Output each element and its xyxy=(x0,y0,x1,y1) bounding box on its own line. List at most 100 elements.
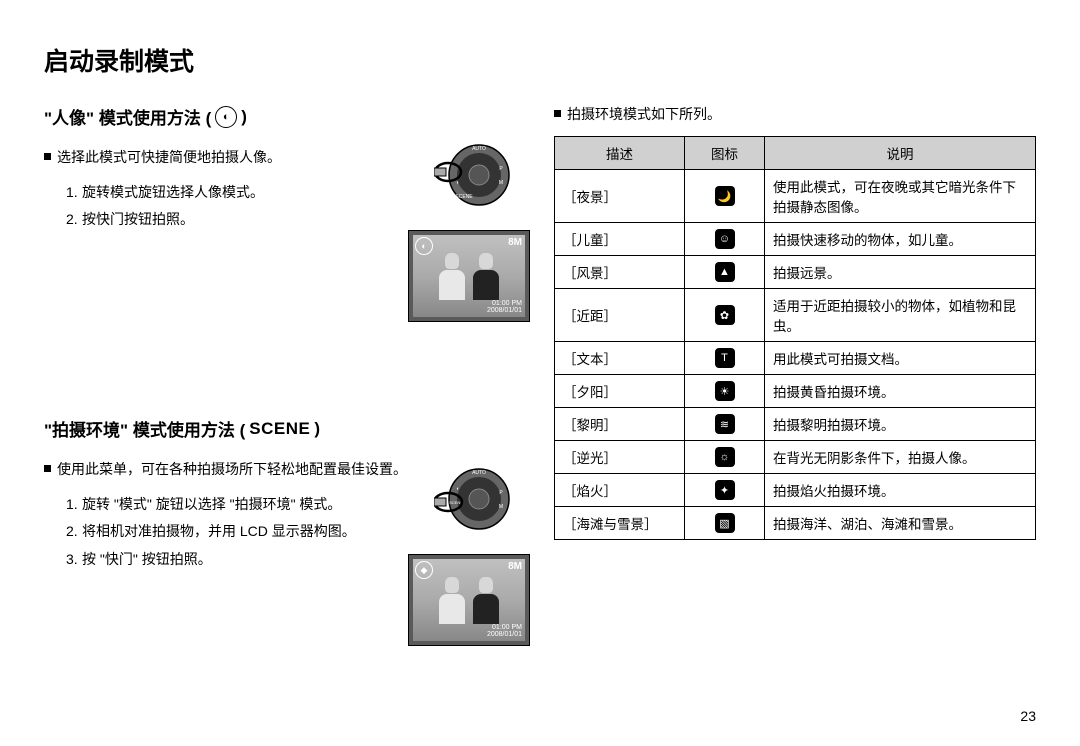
scene-title-suffix: ) xyxy=(314,419,320,439)
scene-icon-cell: ✦ xyxy=(685,474,765,507)
scene-name-cell: ［风景］ xyxy=(555,256,685,289)
step-text: 按 "快门" 按钮拍照。 xyxy=(82,546,212,573)
table-row: ［文本］T用此模式可拍摄文档。 xyxy=(555,342,1036,375)
scene-name-cell: ［儿童］ xyxy=(555,223,685,256)
table-row: ［逆光］ ☼ 在背光无阴影条件下，拍摄人像。 xyxy=(555,441,1036,474)
svg-text:SCENE: SCENE xyxy=(455,194,473,200)
svg-text:◐: ◐ xyxy=(456,486,459,492)
lcd-preview-portrait: ◐ 8M 01:00 PM 2008/01/01 xyxy=(408,230,530,322)
portrait-mode-icon: ◐ xyxy=(215,106,237,128)
th-icon: 图标 xyxy=(685,137,765,170)
scene-name-cell: ［逆光］ xyxy=(555,441,685,474)
mode-dial-scene: AUTO P M ◐ SCENE xyxy=(434,454,514,534)
scene-title-prefix: "拍摄环境" 模式使用方法 ( xyxy=(44,416,245,441)
scene-name-cell: ［文本］ xyxy=(555,342,685,375)
scene-explain-cell: 使用此模式，可在夜晚或其它暗光条件下拍摄静态图像。 xyxy=(765,170,1036,223)
scene-mode-icon: 🌙 xyxy=(715,186,735,206)
portrait-title-suffix: ) xyxy=(241,107,247,127)
portrait-intro-text: 选择此模式可快捷简便地拍摄人像。 xyxy=(57,147,281,167)
svg-text:◐: ◐ xyxy=(456,180,459,186)
portrait-section: "人像" 模式使用方法 ( ◐ ) 选择此模式可快捷简便地拍摄人像。 1.旋转模… xyxy=(44,104,524,386)
th-explain: 说明 xyxy=(765,137,1036,170)
scene-explain-cell: 在背光无阴影条件下，拍摄人像。 xyxy=(765,441,1036,474)
scene-name-cell: ［近距］ xyxy=(555,289,685,342)
step-text: 旋转模式旋钮选择人像模式。 xyxy=(82,179,264,206)
scene-icon-cell: ▲ xyxy=(685,256,765,289)
scene-name-cell: ［焰火］ xyxy=(555,474,685,507)
scene-title-label: SCENE xyxy=(249,419,310,439)
scene-mode-icon: ☺ xyxy=(715,229,735,249)
scene-name-cell: ［夜景］ xyxy=(555,170,685,223)
step-num: 2. xyxy=(66,518,82,545)
scene-name-cell: ［黎明］ xyxy=(555,408,685,441)
page-number: 23 xyxy=(1020,708,1036,724)
lcd-timestamp: 01:00 PM 2008/01/01 xyxy=(487,300,522,315)
scene-table-section: 拍摄环境模式如下所列。 描述 图标 说明 ［夜景］ 🌙 使用此模式，可在夜晚或其它暗… xyxy=(554,104,1036,573)
scene-modes-table: 描述 图标 说明 ［夜景］🌙使用此模式，可在夜晚或其它暗光条件下拍摄静态图像。［… xyxy=(554,136,1036,540)
step-num: 2. xyxy=(66,206,82,233)
lcd-timestamp: 01:00 PM 2008/01/01 xyxy=(487,624,522,639)
step-num: 3. xyxy=(66,546,82,573)
scene-mode-icon: ▧ xyxy=(715,513,735,533)
person-icon xyxy=(437,577,467,627)
table-row: ［黎明］≋拍摄黎明拍摄环境。 xyxy=(555,408,1036,441)
scene-table-intro: 拍摄环境模式如下所列。 xyxy=(554,104,1036,124)
scene-icon-cell: ✿ xyxy=(685,289,765,342)
lcd-time-text: 01:00 PM xyxy=(487,300,522,308)
scene-intro-text: 使用此菜单，可在各种拍摄场所下轻松地配置最佳设置。 xyxy=(57,459,407,479)
scene-icon-cell: ☀ xyxy=(685,375,765,408)
table-row: ［夜景］ 🌙 使用此模式，可在夜晚或其它暗光条件下拍摄静态图像。 xyxy=(555,170,1036,223)
scene-icon-cell: ▧ xyxy=(685,507,765,540)
scene-name-cell: ［海滩与雪景］ xyxy=(555,507,685,540)
table-row: ［焰火］ ✦ 拍摄焰火拍摄环境。 xyxy=(555,474,1036,507)
table-row: ［海滩与雪景］ ▧ 拍摄海洋、湖泊、海滩和雪景。 xyxy=(555,507,1036,540)
scene-icon-cell: ☼ xyxy=(685,441,765,474)
lcd-subjects xyxy=(431,253,507,299)
scene-explain-cell: 用此模式可拍摄文档。 xyxy=(765,342,1036,375)
step-num: 1. xyxy=(66,491,82,518)
step-text: 将相机对准拍摄物，并用 LCD 显示器构图。 xyxy=(82,518,356,545)
svg-text:AUTO: AUTO xyxy=(472,146,486,152)
person-icon xyxy=(437,253,467,303)
person-icon xyxy=(471,577,501,627)
svg-text:M: M xyxy=(499,504,503,510)
scene-section-title: "拍摄环境" 模式使用方法 ( SCENE ) xyxy=(44,416,524,441)
scene-mode-icon: ☼ xyxy=(715,447,735,467)
mode-dial-portrait: AUTO P M ◐ SCENE xyxy=(434,130,514,210)
portrait-section-title: "人像" 模式使用方法 ( ◐ ) xyxy=(44,104,524,129)
scene-mode-icon: ☀ xyxy=(715,381,735,401)
table-row: ［风景］ ▲ 拍摄远景。 xyxy=(555,256,1036,289)
scene-mode-icon: ✦ xyxy=(715,480,735,500)
table-row: ［儿童］ ☺ 拍摄快速移动的物体，如儿童。 xyxy=(555,223,1036,256)
bullet-icon xyxy=(44,153,51,160)
table-row: ［夕阳］ ☀ 拍摄黄昏拍摄环境。 xyxy=(555,375,1036,408)
portrait-title-prefix: "人像" 模式使用方法 ( xyxy=(44,104,211,129)
step-num: 1. xyxy=(66,179,82,206)
scene-explain-cell: 拍摄黎明拍摄环境。 xyxy=(765,408,1036,441)
lcd-preview-scene: ◆ 8M 01:00 PM 2008/01/01 xyxy=(408,554,530,646)
scene-explain-cell: 拍摄快速移动的物体，如儿童。 xyxy=(765,223,1036,256)
scene-mode-icon: ✿ xyxy=(715,305,735,325)
table-row: ［近距］✿适用于近距拍摄较小的物体，如植物和昆虫。 xyxy=(555,289,1036,342)
scene-icon-cell: T xyxy=(685,342,765,375)
scene-explain-cell: 拍摄黄昏拍摄环境。 xyxy=(765,375,1036,408)
step-text: 旋转 "模式" 旋钮以选择 "拍摄环境" 模式。 xyxy=(82,491,341,518)
th-desc: 描述 xyxy=(555,137,685,170)
scene-name-cell: ［夕阳］ xyxy=(555,375,685,408)
scene-icon-cell: ≋ xyxy=(685,408,765,441)
step-text: 按快门按钮拍照。 xyxy=(82,206,194,233)
lcd-date-text: 2008/01/01 xyxy=(487,307,522,315)
lcd-quality: 8M xyxy=(508,561,522,572)
scene-explain-cell: 拍摄焰火拍摄环境。 xyxy=(765,474,1036,507)
bullet-icon xyxy=(554,110,561,117)
lcd-subjects xyxy=(431,577,507,623)
scene-table-intro-text: 拍摄环境模式如下所列。 xyxy=(567,104,721,124)
svg-text:AUTO: AUTO xyxy=(472,470,486,476)
person-icon xyxy=(471,253,501,303)
svg-text:M: M xyxy=(499,180,503,186)
scene-explain-cell: 拍摄海洋、湖泊、海滩和雪景。 xyxy=(765,507,1036,540)
scene-mode-icon: ▲ xyxy=(715,262,735,282)
scene-explain-cell: 拍摄远景。 xyxy=(765,256,1036,289)
scene-icon-cell: 🌙 xyxy=(685,170,765,223)
bullet-icon xyxy=(44,465,51,472)
